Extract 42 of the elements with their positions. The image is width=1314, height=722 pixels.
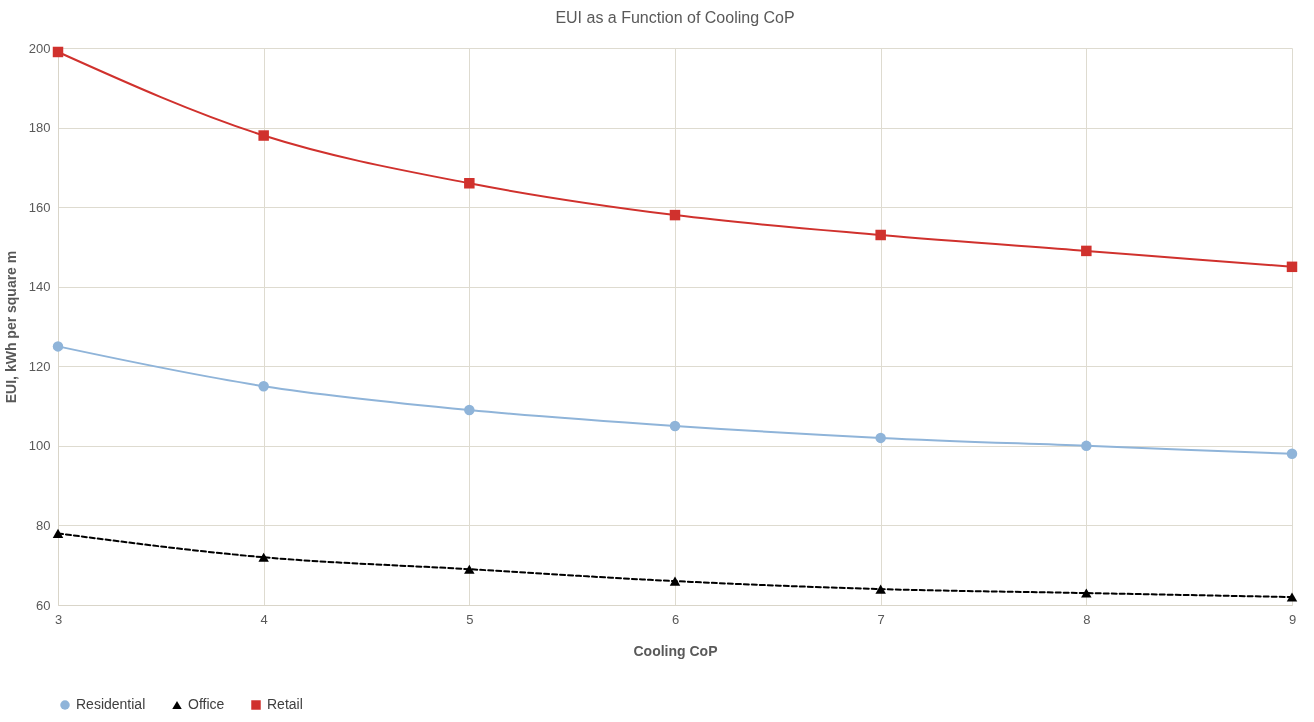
x-tick-label: 3 [54,611,63,627]
point [1286,448,1298,460]
point [669,420,681,432]
chart-title: EUI as a Function of Cooling CoP [555,9,795,26]
x-tick-label: 5 [466,611,474,627]
point [669,576,681,586]
point [875,432,886,444]
y-tick-label: 180 [28,120,51,136]
point [258,380,269,392]
point [52,46,64,58]
x-tick-label: 8 [1083,611,1091,627]
y-tick-label: 120 [28,358,51,374]
legend-label: Office [188,696,225,712]
point [669,209,681,221]
x-tick-label: 6 [671,611,680,627]
y-axis-title: EUI, kWh per square m [2,250,19,404]
point [1081,245,1092,257]
point [464,404,475,416]
point [464,178,475,189]
point [1081,588,1092,598]
point [52,341,64,352]
y-tick-label: 140 [28,279,51,295]
x-axis-title: Cooling CoP [633,642,718,659]
point [464,564,475,574]
y-tick-label: 200 [28,40,51,56]
point [52,528,64,538]
point [1286,592,1298,602]
point [258,552,269,562]
y-tick-label: 60 [36,597,51,613]
x-tick-label: 4 [260,611,268,627]
point [875,584,886,594]
point [1081,440,1092,452]
legend-label: Residential [76,696,146,712]
legend-label: Retail [267,696,303,712]
y-tick-label: 160 [28,199,51,215]
x-tick-label: 9 [1288,611,1297,627]
x-tick-label: 7 [877,611,885,627]
point [875,229,886,241]
y-tick-label: 80 [36,517,51,533]
y-tick-label: 100 [28,438,51,454]
point [258,130,269,141]
point [1286,261,1298,273]
